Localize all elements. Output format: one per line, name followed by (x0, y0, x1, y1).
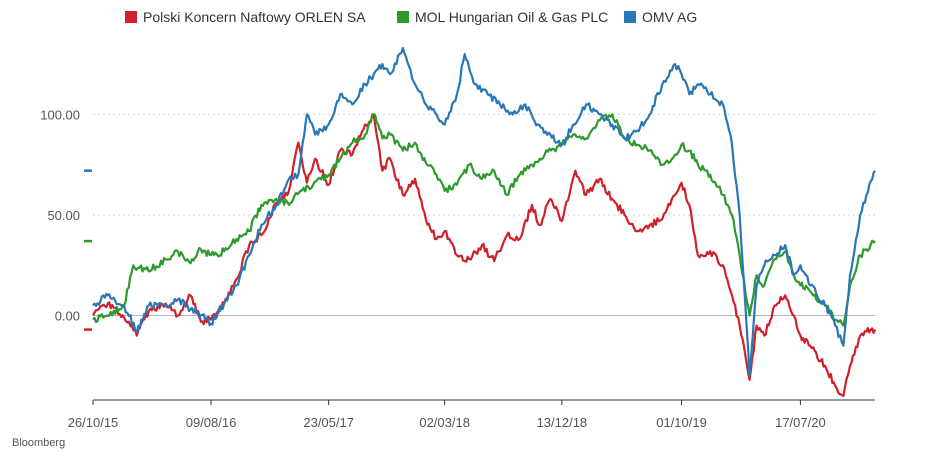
y-tick-label: 100.00 (40, 107, 80, 122)
y-tick-label: 0.00 (55, 309, 80, 324)
x-axis: 26/10/15 09/08/16 23/05/17 02/03/18 13/12/18… (68, 399, 875, 430)
legend-swatch (125, 11, 137, 23)
y-tick-label: 50.00 (47, 208, 80, 223)
legend-label: Polski Koncern Naftowy ORLEN SA (143, 9, 366, 25)
x-tick-label: 01/10/19 (656, 415, 707, 430)
x-tick-label: 23/05/17 (303, 415, 354, 430)
series-line (92, 113, 876, 327)
x-tick-label: 17/07/20 (775, 415, 826, 430)
gridlines (93, 113, 875, 317)
x-tick-label: 09/08/16 (186, 415, 237, 430)
x-tick-label: 13/12/18 (537, 415, 588, 430)
last-value-markers (84, 169, 92, 331)
legend-label: OMV AG (642, 9, 697, 25)
series-line (92, 46, 876, 377)
series-lines (92, 46, 877, 398)
source-label: Bloomberg (12, 437, 65, 449)
legend-label: MOL Hungarian Oil & Gas PLC (415, 9, 608, 25)
legend: Polski Koncern Naftowy ORLEN SA MOL Hunga… (125, 9, 697, 25)
legend-swatch (624, 11, 636, 23)
legend-swatch (397, 11, 409, 23)
x-tick-label: 26/10/15 (68, 415, 119, 430)
x-tick-label: 02/03/18 (419, 415, 470, 430)
y-axis: 0.00 50.00 100.00 (40, 107, 80, 323)
